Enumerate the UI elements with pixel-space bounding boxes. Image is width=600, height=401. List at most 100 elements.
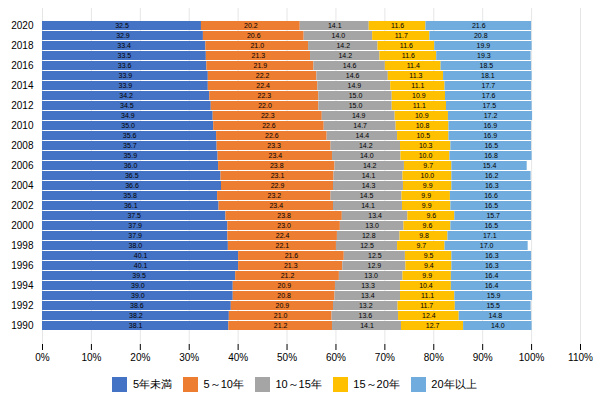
svg-text:33.9: 33.9 xyxy=(119,82,133,89)
svg-text:40.1: 40.1 xyxy=(134,262,148,269)
svg-text:2004: 2004 xyxy=(11,180,34,191)
svg-text:16.5: 16.5 xyxy=(484,222,498,229)
svg-text:15.0: 15.0 xyxy=(349,102,363,109)
svg-text:70%: 70% xyxy=(375,352,395,363)
svg-text:12.9: 12.9 xyxy=(368,262,382,269)
svg-text:10.9: 10.9 xyxy=(412,92,426,99)
svg-text:16.3: 16.3 xyxy=(485,182,499,189)
svg-text:2020: 2020 xyxy=(11,20,34,31)
svg-text:10.0: 10.0 xyxy=(419,152,433,159)
svg-text:80%: 80% xyxy=(424,352,444,363)
svg-text:22.3: 22.3 xyxy=(261,112,275,119)
svg-text:21.2: 21.2 xyxy=(281,272,295,279)
svg-text:13.4: 13.4 xyxy=(361,292,375,299)
svg-text:11.1: 11.1 xyxy=(421,292,434,299)
svg-text:16.9: 16.9 xyxy=(483,122,497,129)
svg-text:11.1: 11.1 xyxy=(411,82,424,89)
svg-text:22.6: 22.6 xyxy=(262,122,276,129)
svg-text:17.6: 17.6 xyxy=(482,92,496,99)
svg-text:34.5: 34.5 xyxy=(120,102,134,109)
svg-text:14.3: 14.3 xyxy=(362,182,376,189)
svg-text:21.6: 21.6 xyxy=(472,22,486,29)
svg-text:10.4: 10.4 xyxy=(419,282,433,289)
svg-text:35.7: 35.7 xyxy=(123,142,137,149)
svg-text:14.6: 14.6 xyxy=(343,62,357,69)
svg-text:15.4: 15.4 xyxy=(483,162,497,169)
svg-text:14.0: 14.0 xyxy=(491,322,505,329)
svg-text:9.9: 9.9 xyxy=(423,182,433,189)
svg-text:16.4: 16.4 xyxy=(485,272,499,279)
svg-text:16.5: 16.5 xyxy=(484,142,498,149)
svg-text:2014: 2014 xyxy=(11,80,34,91)
svg-text:17.0: 17.0 xyxy=(480,242,494,249)
svg-text:35.6: 35.6 xyxy=(123,132,137,139)
svg-text:13.0: 13.0 xyxy=(365,222,379,229)
svg-text:9.8: 9.8 xyxy=(419,232,429,239)
svg-text:21.6: 21.6 xyxy=(285,252,299,259)
svg-text:19.3: 19.3 xyxy=(477,52,491,59)
svg-text:22.6: 22.6 xyxy=(265,132,279,139)
svg-text:20.8: 20.8 xyxy=(474,32,488,39)
svg-text:16.3: 16.3 xyxy=(485,262,499,269)
svg-text:60%: 60% xyxy=(326,352,346,363)
svg-text:14.1: 14.1 xyxy=(361,202,375,209)
svg-text:13.3: 13.3 xyxy=(361,282,375,289)
svg-text:33.9: 33.9 xyxy=(119,72,133,79)
svg-text:13.6: 13.6 xyxy=(358,312,372,319)
svg-text:12.5: 12.5 xyxy=(360,242,374,249)
svg-text:35.9: 35.9 xyxy=(123,152,137,159)
svg-text:100%: 100% xyxy=(519,352,545,363)
svg-text:32.9: 32.9 xyxy=(116,32,130,39)
svg-text:15.5: 15.5 xyxy=(486,302,500,309)
svg-text:2008: 2008 xyxy=(11,140,34,151)
svg-text:50%: 50% xyxy=(277,352,297,363)
svg-text:14.2: 14.2 xyxy=(359,142,373,149)
svg-text:12.4: 12.4 xyxy=(422,312,436,319)
svg-text:34.9: 34.9 xyxy=(121,112,135,119)
svg-text:20.8: 20.8 xyxy=(277,292,291,299)
svg-text:20%: 20% xyxy=(130,352,150,363)
svg-text:2000: 2000 xyxy=(11,220,34,231)
svg-text:11.4: 11.4 xyxy=(407,62,420,69)
svg-text:38.2: 38.2 xyxy=(129,312,143,319)
svg-text:40.1: 40.1 xyxy=(134,252,148,259)
svg-text:16.4: 16.4 xyxy=(485,282,499,289)
svg-text:33.4: 33.4 xyxy=(117,42,131,49)
svg-text:35.0: 35.0 xyxy=(121,122,135,129)
svg-text:16.3: 16.3 xyxy=(485,252,499,259)
svg-text:30%: 30% xyxy=(179,352,199,363)
svg-text:15.0: 15.0 xyxy=(349,92,363,99)
svg-text:16.9: 16.9 xyxy=(483,132,497,139)
svg-text:37.9: 37.9 xyxy=(128,222,142,229)
svg-text:36.5: 36.5 xyxy=(125,172,139,179)
svg-text:37.5: 37.5 xyxy=(127,212,141,219)
svg-text:22.9: 22.9 xyxy=(271,182,285,189)
svg-text:38.1: 38.1 xyxy=(129,322,143,329)
svg-text:14.2: 14.2 xyxy=(336,42,350,49)
svg-text:14.7: 14.7 xyxy=(353,122,367,129)
svg-text:9.9: 9.9 xyxy=(422,202,432,209)
svg-text:11.1: 11.1 xyxy=(413,102,426,109)
svg-text:23.4: 23.4 xyxy=(268,152,282,159)
svg-text:11.7: 11.7 xyxy=(395,32,408,39)
svg-text:11.6: 11.6 xyxy=(400,42,413,49)
svg-text:13.2: 13.2 xyxy=(359,302,373,309)
svg-text:33.5: 33.5 xyxy=(118,52,132,59)
svg-text:23.4: 23.4 xyxy=(269,202,283,209)
svg-text:14.9: 14.9 xyxy=(352,112,366,119)
svg-text:2016: 2016 xyxy=(11,60,34,71)
svg-text:22.1: 22.1 xyxy=(276,242,290,249)
svg-text:22.4: 22.4 xyxy=(256,82,270,89)
svg-text:10.9: 10.9 xyxy=(415,112,429,119)
svg-text:13.4: 13.4 xyxy=(368,212,382,219)
svg-text:20.6: 20.6 xyxy=(247,32,261,39)
svg-text:90%: 90% xyxy=(473,352,493,363)
svg-text:20.9: 20.9 xyxy=(276,302,290,309)
svg-text:18.5: 18.5 xyxy=(480,62,494,69)
svg-text:23.3: 23.3 xyxy=(267,142,281,149)
svg-text:35.8: 35.8 xyxy=(123,192,137,199)
svg-text:21.0: 21.0 xyxy=(274,312,288,319)
svg-text:36.1: 36.1 xyxy=(124,202,138,209)
svg-text:18.1: 18.1 xyxy=(481,72,495,79)
svg-text:2002: 2002 xyxy=(11,200,34,211)
